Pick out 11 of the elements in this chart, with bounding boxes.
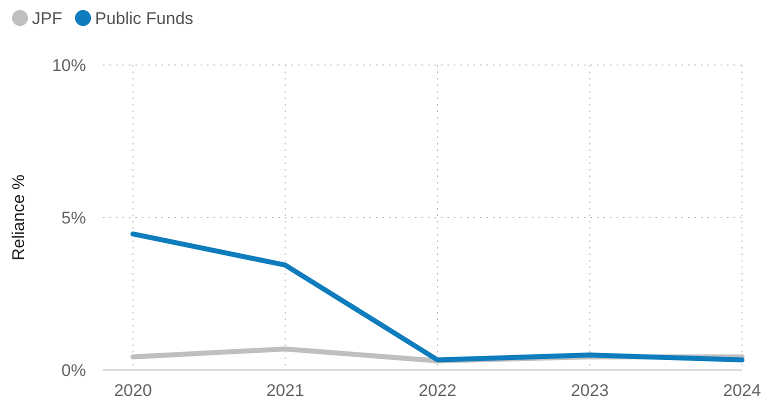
y-axis-title: Reliance % [9, 174, 28, 260]
x-tick-label: 2021 [266, 381, 304, 400]
x-tick-label: 2022 [418, 381, 456, 400]
legend-label: Public Funds [95, 9, 194, 28]
y-tick-label: 0% [61, 361, 86, 380]
y-tick-label: 5% [61, 208, 86, 228]
x-tick-label: 2023 [570, 381, 609, 400]
x-tick-label: 2020 [114, 381, 152, 400]
y-tick-label: 10% [52, 56, 86, 75]
legend-label: JPF [32, 9, 62, 28]
x-tick-label: 2024 [723, 381, 761, 400]
